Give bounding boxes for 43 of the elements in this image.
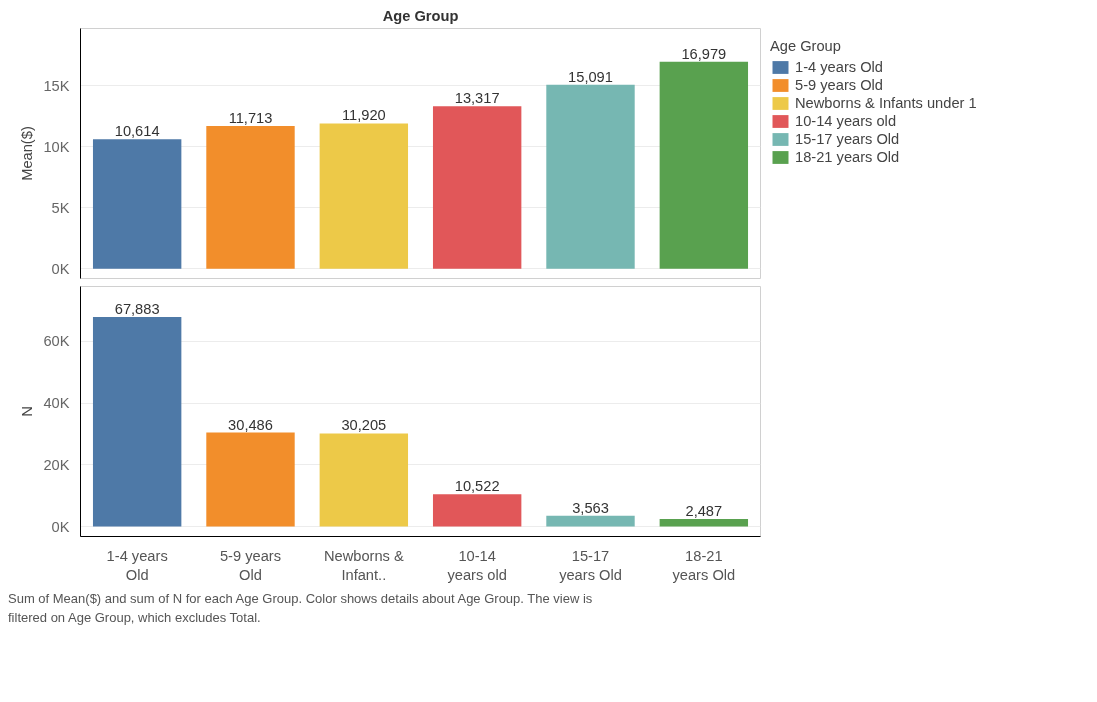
data-label: 11,713 (228, 109, 273, 126)
x-tick-label: 15-17 years Old (559, 547, 622, 583)
x-tick-label: 5-9 years Old (219, 547, 282, 583)
legend-label: 5-9 years Old (795, 77, 883, 93)
legend-label: Newborns & Infants under 1 (795, 95, 977, 111)
chart-title: Age Group (382, 7, 459, 24)
bar (92, 317, 182, 527)
y-axis-title: Mean($) (19, 126, 36, 181)
x-tick-label: Newborns & Infant.. (323, 547, 404, 583)
y-tick-label: 0K (51, 260, 70, 277)
bar (319, 433, 409, 527)
data-label: 3,563 (572, 499, 609, 516)
legend-title: Age Group (770, 38, 842, 54)
text: Sum of Mean($) and sum of N for each Age Group. Color shows details about Age Group. The view is filtered on Age Group, which excludes Total. (8, 590, 594, 627)
y-tick-label: 20K (43, 456, 70, 473)
x-tick-label: 1-4 years Old (106, 547, 168, 583)
x-tick-label: 10-14 years old (447, 547, 507, 583)
data-label: 16,979 (681, 45, 727, 62)
legend-label: 18-21 years Old (795, 149, 900, 165)
data-label: 11,920 (341, 107, 386, 124)
data-label: 10,522 (454, 478, 500, 495)
legend-label: 15-17 years Old (795, 131, 900, 147)
data-label: 10,614 (114, 123, 160, 140)
x-tick-label: 18-21 years Old (672, 547, 736, 583)
data-label: 30,205 (341, 417, 387, 434)
y-axis-title: N (19, 406, 36, 417)
data-label: 67,883 (114, 301, 160, 318)
y-tick-label: 0K (51, 518, 70, 535)
y-tick-label: 5K (51, 199, 70, 216)
data-label: 2,487 (685, 502, 723, 519)
bar (432, 494, 522, 527)
y-tick-label: 60K (43, 333, 70, 350)
y-tick-label: 10K (43, 138, 70, 155)
legend-label: 1-4 years Old (795, 59, 883, 75)
bar (206, 432, 295, 527)
y-tick-label: 40K (43, 395, 70, 412)
data-label: 30,486 (228, 416, 273, 433)
y-tick-label: 15K (43, 77, 70, 94)
data-label: 15,091 (568, 68, 613, 85)
bar (546, 515, 635, 527)
bar (659, 518, 749, 527)
data-label: 13,317 (454, 90, 500, 107)
legend-label: 10-14 years old (795, 113, 897, 129)
